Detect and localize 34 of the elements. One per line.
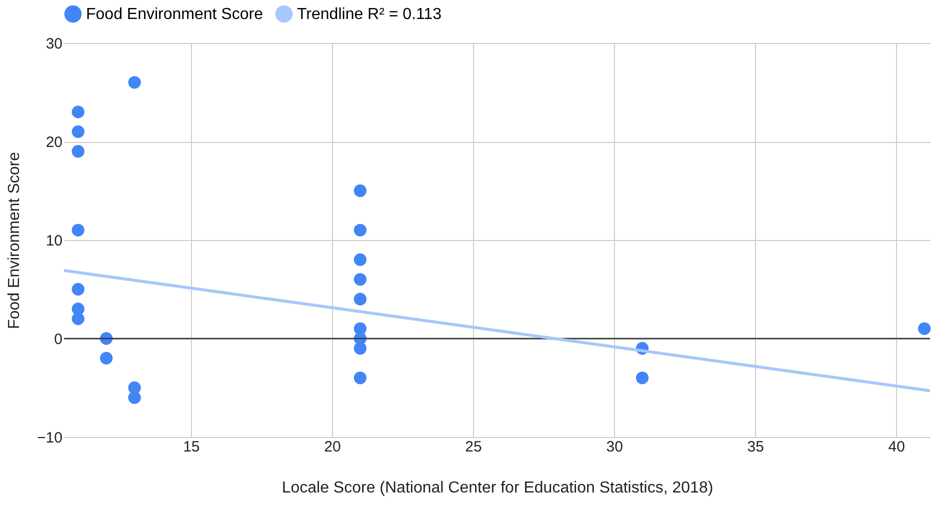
x-tick-label: 35	[747, 438, 764, 456]
x-axis-title: Locale Score (National Center for Education Statistics, 2018)	[282, 480, 714, 496]
point	[354, 342, 367, 355]
point	[72, 106, 84, 118]
point	[354, 184, 367, 198]
x-tick-label: 40	[888, 438, 905, 456]
point	[72, 224, 84, 236]
point	[72, 145, 84, 158]
point	[72, 125, 84, 138]
point	[100, 352, 113, 365]
point	[100, 332, 113, 345]
y-axis-title: Food Environment Score	[6, 152, 24, 329]
point	[128, 76, 141, 89]
point	[128, 391, 141, 404]
point	[918, 322, 931, 335]
x-tick-label: 20	[324, 438, 341, 456]
x-tick-label: 30	[606, 438, 623, 456]
point	[354, 292, 367, 306]
y-tick-label: 0	[54, 331, 62, 348]
legend-label: Trendline R² = 0.113	[297, 6, 442, 24]
y-tick-label: −10	[37, 430, 62, 446]
legend-label: Food Environment Score	[86, 6, 264, 24]
y-tick-label: 30	[46, 36, 62, 52]
point	[72, 312, 84, 326]
point	[636, 372, 649, 384]
point	[72, 282, 84, 296]
point	[354, 224, 367, 236]
y-tick-label: 10	[46, 232, 62, 250]
point	[354, 273, 367, 286]
point	[354, 372, 367, 384]
x-tick-label: 25	[465, 438, 482, 456]
point	[354, 253, 367, 266]
y-tick-label: 20	[46, 134, 62, 151]
x-tick-label: 15	[183, 438, 200, 456]
